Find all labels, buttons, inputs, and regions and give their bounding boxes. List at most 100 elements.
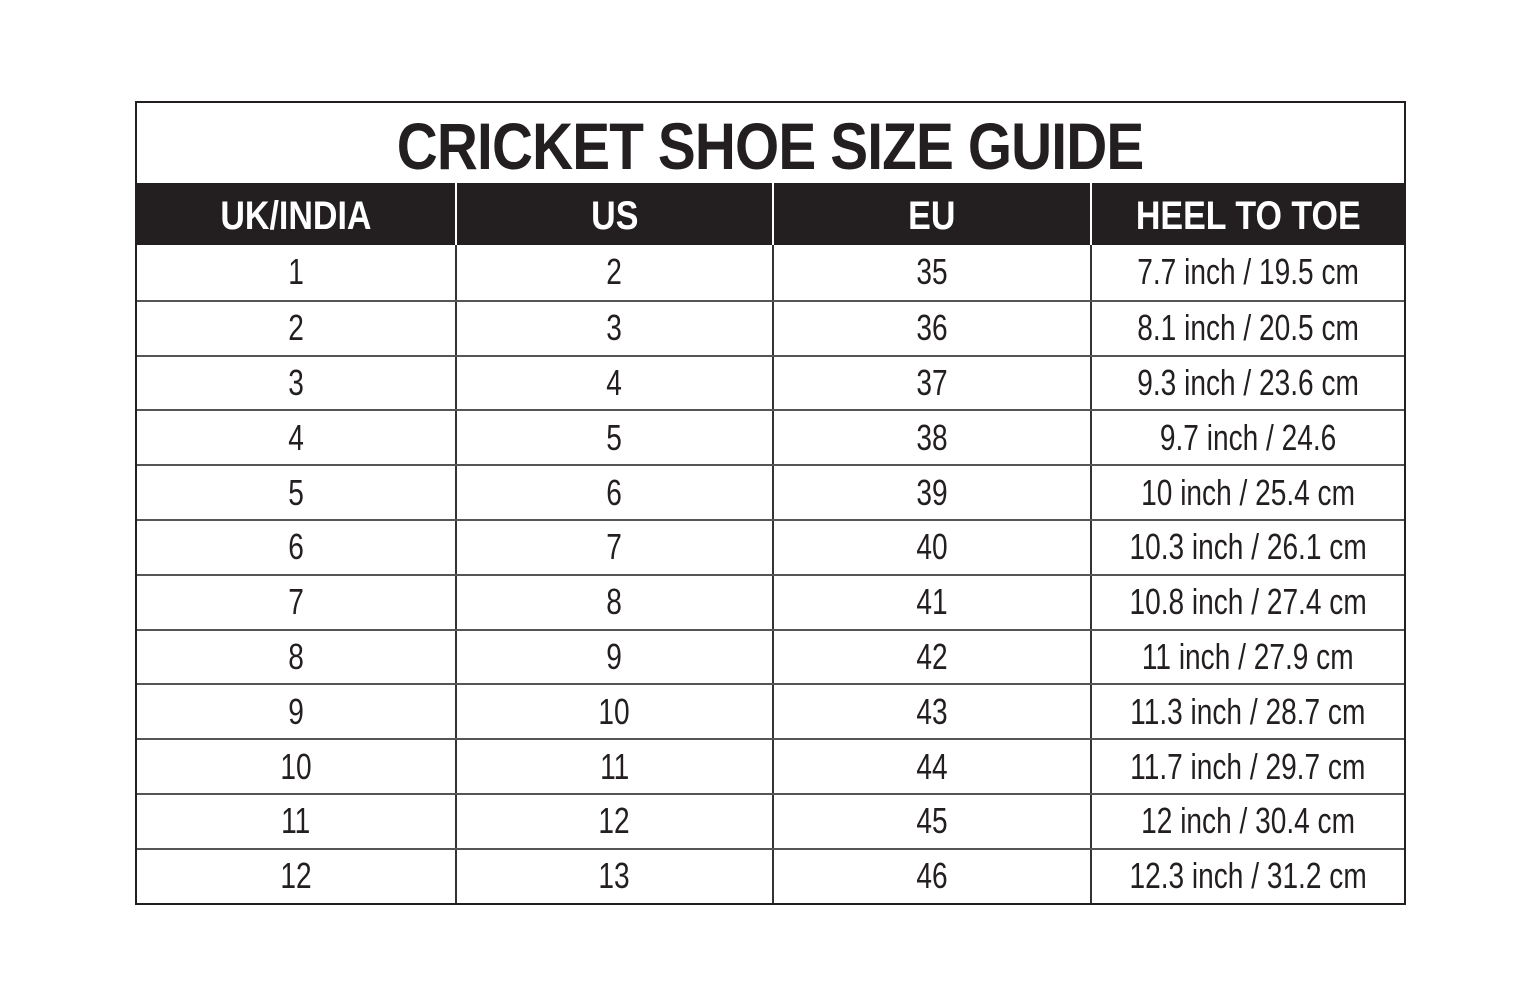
table-row: 1 2 35 7.7 inch / 19.5 cm: [137, 245, 1404, 300]
uk-india-cell: 7: [137, 576, 455, 629]
cell-value: 41: [916, 581, 948, 623]
table-title: CRICKET SHOE SIZE GUIDE: [137, 103, 1404, 183]
eu-cell: 40: [772, 520, 1090, 574]
cell-value: 11 inch / 27.9 cm: [1142, 635, 1354, 677]
table-row: 9 10 43 11.3 inch / 28.7 cm: [137, 683, 1404, 739]
uk-india-cell: 5: [137, 466, 455, 519]
table-row: 3 4 37 9.3 inch / 23.6 cm: [137, 354, 1404, 410]
eu-cell: 39: [772, 466, 1090, 519]
cell-value: 38: [916, 416, 948, 458]
table-row: 5 6 39 10 inch / 25.4 cm: [137, 464, 1404, 519]
table-row: 10 11 44 11.7 inch / 29.7 cm: [137, 738, 1404, 793]
us-cell: 4: [455, 356, 772, 410]
eu-cell: 41: [772, 575, 1090, 629]
heel-to-toe-cell: 8.1 inch / 20.5 cm: [1090, 301, 1404, 355]
uk-india-cell: 10: [137, 740, 455, 793]
cell-value: 10: [598, 690, 631, 732]
cell-value: 39: [916, 471, 948, 513]
cell-value: 2: [288, 307, 304, 349]
cell-value: 8: [606, 581, 623, 623]
us-cell: 13: [455, 849, 772, 903]
eu-cell: 38: [772, 411, 1090, 465]
uk-india-cell: 4: [137, 411, 455, 464]
heel-to-toe-cell: 10 inch / 25.4 cm: [1090, 466, 1404, 519]
cell-value: 2: [606, 251, 623, 293]
cell-value: 10.8 inch / 27.4 cm: [1129, 581, 1367, 623]
table-row: 11 12 45 12 inch / 30.4 cm: [137, 792, 1404, 848]
cell-value: 46: [916, 855, 948, 897]
us-cell: 10: [455, 685, 772, 739]
cell-value: 4: [606, 361, 623, 403]
uk-india-cell: 9: [137, 685, 455, 738]
eu-cell: 46: [772, 849, 1090, 903]
us-cell: 6: [455, 466, 772, 519]
header-label: US: [590, 193, 639, 238]
uk-india-cell: 11: [137, 795, 455, 848]
uk-india-cell: 1: [137, 245, 455, 300]
uk-india-cell: 12: [137, 850, 455, 903]
heel-to-toe-cell: 9.7 inch / 24.6: [1090, 411, 1404, 465]
heel-to-toe-cell: 7.7 inch / 19.5 cm: [1090, 245, 1404, 300]
us-cell: 8: [455, 575, 772, 629]
cell-value: 3: [288, 361, 304, 403]
heel-to-toe-cell: 10.8 inch / 27.4 cm: [1090, 575, 1404, 629]
cell-value: 42: [916, 635, 948, 677]
cell-value: 36: [916, 307, 948, 349]
cell-value: 13: [598, 855, 631, 897]
cell-value: 5: [288, 471, 304, 513]
cell-value: 10.3 inch / 26.1 cm: [1129, 526, 1367, 568]
uk-india-cell: 8: [137, 631, 455, 684]
us-cell: 11: [455, 740, 772, 793]
heel-to-toe-cell: 11.3 inch / 28.7 cm: [1090, 685, 1404, 739]
us-cell: 5: [455, 411, 772, 465]
us-cell: 9: [455, 630, 772, 684]
cell-value: 10 inch / 25.4 cm: [1141, 471, 1355, 513]
cell-value: 40: [916, 526, 948, 568]
heel-to-toe-cell: 9.3 inch / 23.6 cm: [1090, 356, 1404, 410]
eu-cell: 35: [772, 245, 1090, 300]
eu-cell: 43: [772, 685, 1090, 739]
cell-value: 12: [598, 800, 631, 842]
table-row: 4 5 38 9.7 inch / 24.6: [137, 409, 1404, 465]
cell-value: 9.7 inch / 24.6: [1159, 416, 1337, 458]
cell-value: 37: [916, 361, 948, 403]
heel-to-toe-cell: 11.7 inch / 29.7 cm: [1090, 740, 1404, 793]
us-cell: 2: [455, 245, 772, 300]
header-label: HEEL TO TOE: [1135, 193, 1361, 238]
cell-value: 35: [916, 251, 948, 293]
cell-value: 11.7 inch / 29.7 cm: [1130, 745, 1366, 787]
cell-value: 43: [916, 690, 948, 732]
uk-india-cell: 2: [137, 302, 455, 355]
eu-cell: 37: [772, 356, 1090, 410]
cell-value: 9: [606, 635, 623, 677]
cell-value: 12.3 inch / 31.2 cm: [1129, 855, 1367, 897]
table-row: 12 13 46 12.3 inch / 31.2 cm: [137, 847, 1404, 903]
cell-value: 6: [606, 471, 623, 513]
header-heel-to-toe: HEEL TO TOE: [1090, 183, 1404, 245]
cell-value: 9.3 inch / 23.6 cm: [1137, 361, 1359, 403]
eu-cell: 36: [772, 301, 1090, 355]
cell-value: 45: [916, 800, 948, 842]
cell-value: 44: [916, 745, 948, 787]
cell-value: 7: [606, 526, 623, 568]
cell-value: 10: [280, 745, 312, 787]
table-body: 1 2 35 7.7 inch / 19.5 cm 2 3 36 8.1 inch / 20.…: [137, 245, 1404, 903]
us-cell: 3: [455, 301, 772, 355]
cell-value: 11: [281, 800, 311, 842]
table-row: 7 8 41 10.8 inch / 27.4 cm: [137, 573, 1404, 629]
header-uk-india: UK/INDIA: [137, 183, 455, 245]
cell-value: 5: [606, 416, 623, 458]
eu-cell: 44: [772, 740, 1090, 793]
header-label: EU: [908, 193, 956, 238]
cell-value: 7.7 inch / 19.5 cm: [1137, 251, 1359, 293]
eu-cell: 45: [772, 794, 1090, 848]
cell-value: 11.3 inch / 28.7 cm: [1130, 690, 1366, 732]
heel-to-toe-cell: 12.3 inch / 31.2 cm: [1090, 849, 1404, 903]
us-cell: 7: [455, 520, 772, 574]
table-row: 8 9 42 11 inch / 27.9 cm: [137, 628, 1404, 684]
table-row: 6 7 40 10.3 inch / 26.1 cm: [137, 518, 1404, 574]
uk-india-cell: 6: [137, 521, 455, 574]
header-us: US: [455, 183, 772, 245]
size-guide-table: CRICKET SHOE SIZE GUIDE UK/INDIA US EU H…: [135, 101, 1406, 905]
cell-value: 11: [599, 745, 630, 787]
